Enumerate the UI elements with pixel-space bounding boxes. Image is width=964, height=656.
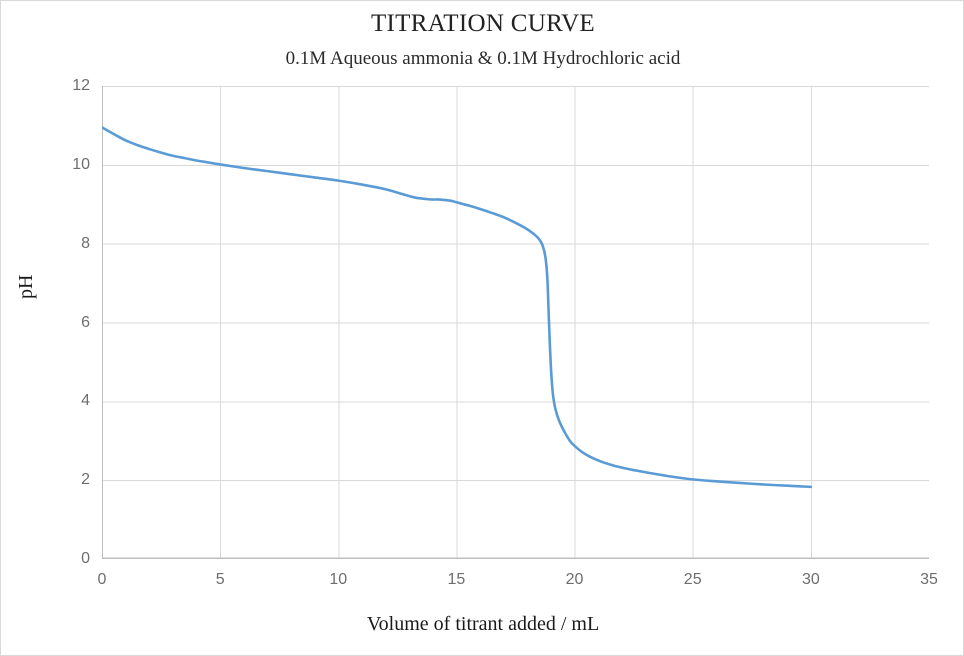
x-tick-label: 30 (801, 571, 820, 588)
x-axis-title: Volume of titrant added / mL (366, 613, 600, 635)
chart-title: TITRATION CURVE (370, 10, 595, 37)
y-axis-title: pH (15, 274, 37, 299)
y-tick-label: 2 (81, 471, 90, 489)
x-tick-label: 25 (683, 571, 702, 588)
data-series-line (102, 126, 813, 489)
y-tick-label: 8 (81, 234, 90, 252)
x-tick-label: 10 (329, 571, 348, 588)
axis-lines (102, 86, 929, 559)
x-tick-label: 20 (565, 571, 584, 588)
x-tick-label: 15 (447, 571, 466, 588)
plot-svg (102, 86, 929, 559)
x-tick-label: 35 (920, 571, 938, 588)
y-tick-label: 4 (81, 392, 90, 410)
y-tick-label: 12 (72, 77, 90, 94)
gridlines (102, 86, 929, 559)
chart-subtitle: 0.1M Aqueous ammonia & 0.1M Hydrochloric… (285, 48, 681, 69)
y-tick-label: 0 (81, 550, 90, 567)
x-tick-label: 0 (97, 571, 107, 588)
y-tick-label: 6 (81, 313, 90, 331)
plot-area (102, 86, 929, 559)
y-tick-label: 10 (72, 155, 90, 173)
x-tick-label: 5 (215, 571, 225, 588)
